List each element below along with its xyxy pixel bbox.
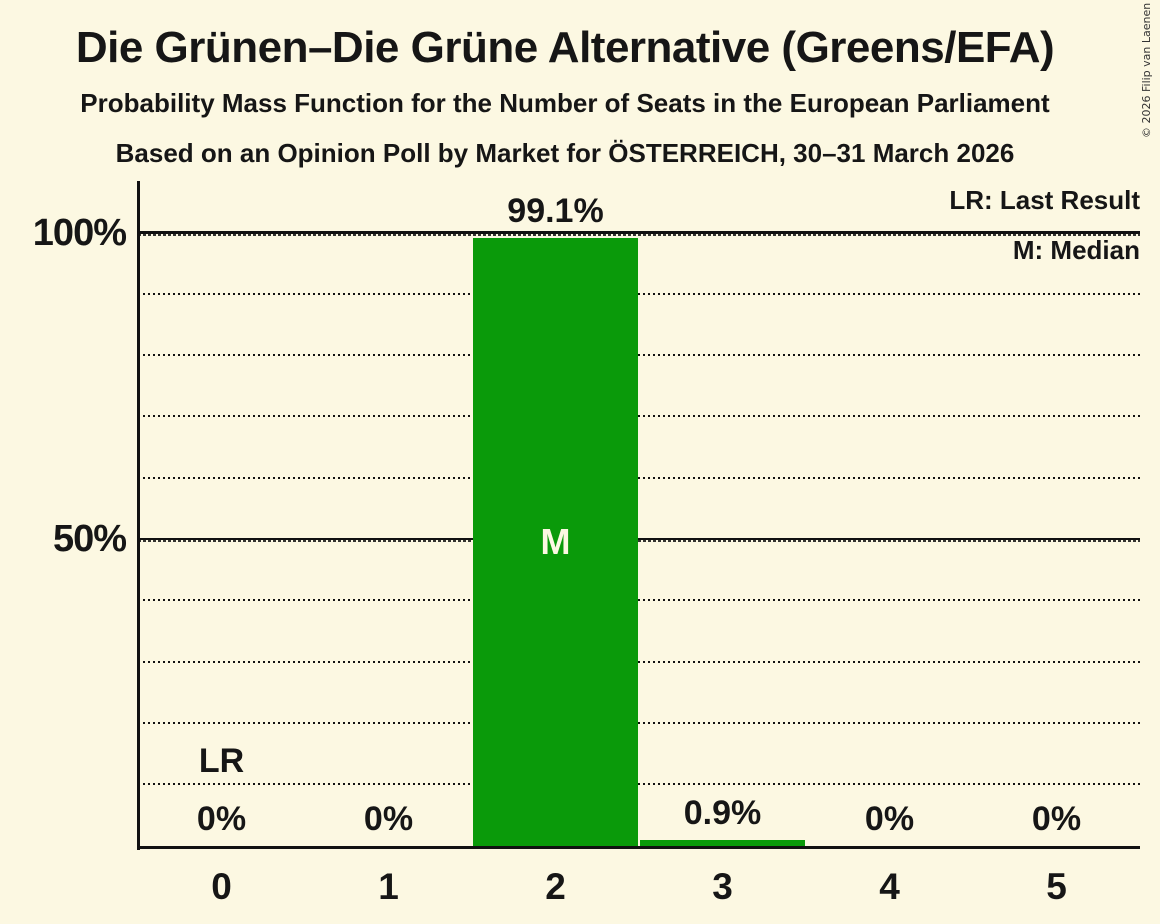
value-label-seats-5: 0% xyxy=(1031,799,1082,838)
value-label-seats-3: 0.9% xyxy=(683,793,762,832)
gridline-minor-30pct xyxy=(138,660,1140,663)
gridline-minor-90pct xyxy=(138,292,1140,295)
gridline-minor-20pct xyxy=(138,721,1140,724)
x-tick-1: 1 xyxy=(378,865,399,907)
value-label-seats-0: 0% xyxy=(196,799,247,838)
y-axis-line xyxy=(137,181,140,850)
value-label-seats-4: 0% xyxy=(864,799,915,838)
column-seats-1: 0% 1 xyxy=(305,183,472,906)
gridline-major-50pct xyxy=(138,537,1140,540)
x-tick-3: 3 xyxy=(712,865,733,907)
column-seats-0: 0% LR 0 xyxy=(138,183,305,906)
column-seats-3: 0.9% 3 xyxy=(639,183,806,905)
x-tick-5: 5 xyxy=(1046,865,1067,907)
legend-last-result: LR: Last Result xyxy=(949,185,1140,215)
x-axis-line xyxy=(136,845,1140,849)
gridline-major-100pct xyxy=(138,231,1140,234)
gridline-minor-10pct xyxy=(138,783,1140,786)
gridline-minor-80pct xyxy=(138,354,1140,357)
median-marker: M xyxy=(540,520,571,562)
gridline-major-dots-50pct xyxy=(138,540,1140,542)
x-tick-0: 0 xyxy=(211,865,232,907)
value-label-seats-1: 0% xyxy=(363,799,414,838)
column-seats-2: 99.1% M 2 xyxy=(472,183,639,905)
chart-title: Die Grünen–Die Grüne Alternative (Greens… xyxy=(75,23,1055,72)
gridline-minor-40pct xyxy=(138,599,1140,602)
column-seats-4: 0% 4 xyxy=(806,183,973,906)
legend-median: M: Median xyxy=(1012,235,1140,265)
gridline-major-dots-100pct xyxy=(138,233,1140,236)
y-axis-label-50pct: 50% xyxy=(52,518,127,560)
x-tick-4: 4 xyxy=(879,865,900,907)
bar-seats-3 xyxy=(640,839,805,846)
chart-subtitle-line2: Based on an Opinion Poll by Market for Ö… xyxy=(115,138,1015,168)
chart-subtitle-line1: Probability Mass Function for the Number… xyxy=(80,88,1050,118)
y-axis-label-100pct: 100% xyxy=(32,211,127,254)
last-result-marker: LR xyxy=(198,741,245,780)
gridline-minor-60pct xyxy=(138,476,1140,479)
bar-seats-2 xyxy=(473,238,638,846)
x-tick-2: 2 xyxy=(545,865,566,907)
gridline-minor-70pct xyxy=(138,415,1140,418)
value-label-seats-2: 99.1% xyxy=(507,192,604,231)
column-seats-5: 0% 5 xyxy=(973,183,1140,906)
